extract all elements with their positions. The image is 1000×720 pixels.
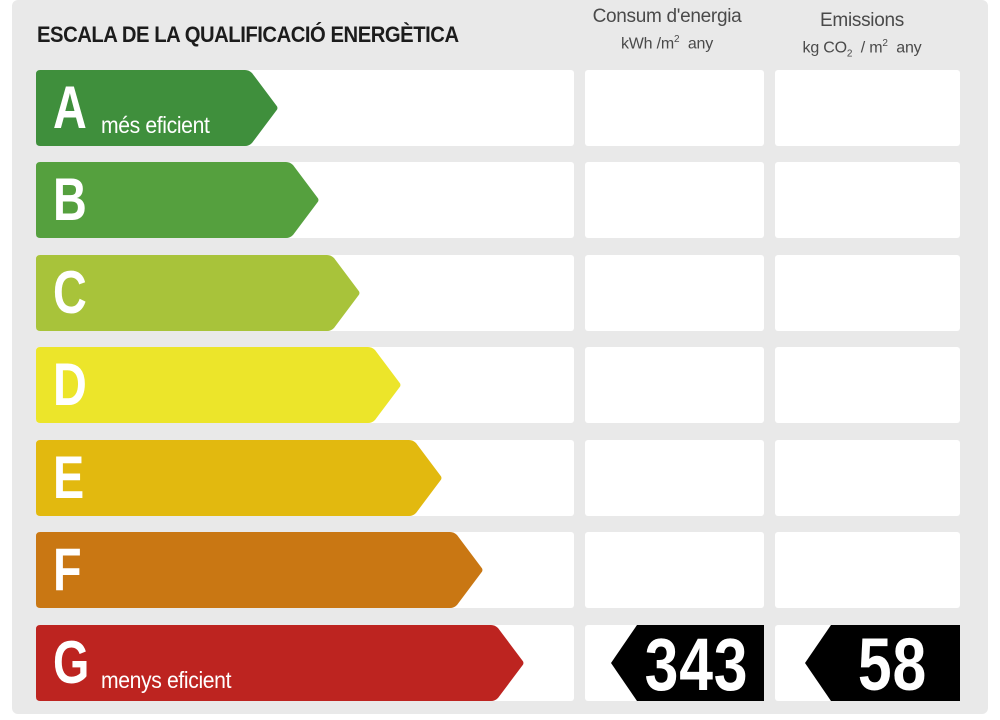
emissions-cell-a <box>775 70 960 146</box>
emissions-value-indicator: 58 <box>805 623 960 706</box>
rating-arrow-shape-c <box>36 255 360 331</box>
rating-letter-c: C <box>53 259 87 326</box>
rating-arrow-c <box>36 255 361 331</box>
emissions-value-indicator-value: 58 <box>857 623 928 706</box>
energy-cell-c <box>585 255 764 331</box>
rating-arrow-fill-d <box>36 347 401 423</box>
rating-row-b: B <box>0 162 1000 238</box>
rating-arrow-f <box>36 532 484 608</box>
emissions-column-unit: kg CO2 / m2 any <box>802 38 922 60</box>
emissions-column-title: Emissions <box>820 10 904 31</box>
rating-arrow-shape-a <box>36 70 278 146</box>
rating-arrow-d <box>36 347 402 423</box>
emissions-cell-d <box>775 347 960 423</box>
energy-value-indicator: 343 <box>611 623 764 706</box>
emissions-cell-e <box>775 440 960 516</box>
rating-arrow-shape-b <box>36 162 319 238</box>
rating-letter-b: B <box>53 166 87 233</box>
rating-letter-e: E <box>53 444 85 511</box>
energy-column-title: Consum d'energia <box>592 6 742 27</box>
rating-arrow-fill-g <box>36 625 524 701</box>
rating-arrow-fill-c <box>36 255 360 331</box>
energy-cell-a <box>585 70 764 146</box>
energy-cell-e <box>585 440 764 516</box>
rating-arrow-b <box>36 162 320 238</box>
rating-arrow-shape-g <box>36 625 524 701</box>
rating-letter-a: A <box>53 74 87 141</box>
rating-arrow-shape-e <box>36 440 442 516</box>
rating-row-c: C <box>0 255 1000 331</box>
rating-arrow-fill-a <box>36 70 278 146</box>
rating-sublabel-g: menys eficient <box>101 667 232 693</box>
rating-row-d: D <box>0 347 1000 423</box>
rating-arrow-fill-b <box>36 162 319 238</box>
rating-arrow-e <box>36 440 443 516</box>
rating-letter-g: G <box>53 629 90 696</box>
energy-cell-d <box>585 347 764 423</box>
rating-arrow-g <box>36 625 525 701</box>
emissions-cell-f <box>775 532 960 608</box>
emissions-cell-c <box>775 255 960 331</box>
rating-arrow-fill-e <box>36 440 442 516</box>
rating-row-e: E <box>0 440 1000 516</box>
energy-value-indicator-value: 343 <box>644 623 749 706</box>
rating-letter-f: F <box>53 536 82 603</box>
rating-arrow-shape-f <box>36 532 483 608</box>
energy-value-indicator-shape <box>611 625 764 701</box>
rating-arrow-shape-d <box>36 347 401 423</box>
emissions-cell-b <box>775 162 960 238</box>
energy-column-unit: kWh /m2 any <box>620 34 714 53</box>
rating-sublabel-a: més eficient <box>101 112 210 138</box>
rating-letter-d: D <box>53 351 87 418</box>
rating-arrow-fill-f <box>36 532 483 608</box>
rating-row-f: F <box>0 532 1000 608</box>
energy-cell-b <box>585 162 764 238</box>
energy-column-header: Consum d'energia kWh /m2 any <box>582 6 752 56</box>
page-title: ESCALA DE LA QUALIFICACIÓ ENERGÈTICA <box>37 22 459 47</box>
energy-cell-f <box>585 532 764 608</box>
emissions-value-indicator-shape <box>805 625 960 701</box>
rating-arrow-a <box>36 70 279 146</box>
emissions-column-header: Emissions kg CO2 / m2 any <box>772 10 952 67</box>
